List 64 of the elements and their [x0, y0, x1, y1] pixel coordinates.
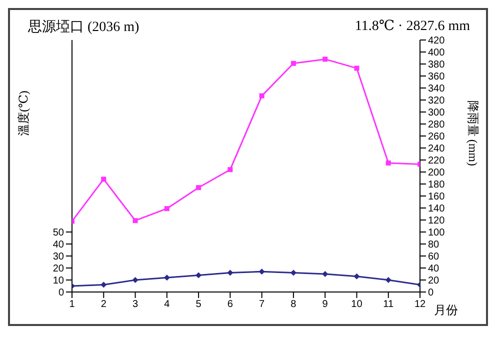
point	[101, 176, 106, 182]
y2-tick-label: 60	[428, 252, 440, 263]
y2-tick-label: 420	[428, 36, 446, 47]
y2-tick-label: 340	[428, 84, 446, 95]
y2-axis-title: 降雨量 (mm)	[466, 100, 480, 166]
x-tick-label: 2	[100, 299, 107, 310]
chart-title: 思源埡口 (2036 m)	[28, 18, 140, 36]
x-tick-label: 1	[69, 299, 76, 310]
x-tick-label: 9	[322, 299, 328, 310]
y2-tick-label: 360	[428, 72, 446, 83]
x-tick-label: 6	[227, 299, 234, 310]
y-tick-label: 10	[52, 276, 64, 287]
y-axis-title: 溫度(℃)	[16, 90, 30, 136]
y-tick-label: 30	[52, 252, 64, 263]
y2-tick-label: 300	[428, 108, 446, 119]
y2-tick-label: 320	[428, 96, 446, 107]
x-tick-label: 4	[164, 299, 170, 310]
x-tick-label: 7	[259, 299, 266, 310]
y-tick-label: 0	[58, 288, 64, 299]
y2-tick-label: 380	[428, 60, 446, 71]
x-tick-label: 12	[414, 299, 426, 310]
y2-tick-label: 280	[428, 120, 446, 131]
point	[196, 185, 202, 190]
y2-tick-label: 40	[428, 264, 440, 275]
x-tick-label: 8	[290, 299, 297, 310]
point	[227, 270, 234, 276]
y2-tick-label: 400	[428, 48, 446, 59]
y-tick-label: 50	[52, 228, 64, 239]
point	[132, 277, 138, 283]
y-tick-label: 40	[52, 240, 64, 251]
point	[386, 160, 391, 166]
y2-tick-label: 260	[428, 132, 446, 143]
y2-tick-label: 220	[428, 156, 446, 167]
point	[385, 277, 392, 283]
point	[290, 270, 296, 276]
y2-tick-label: 100	[428, 228, 446, 239]
y2-tick-label: 200	[428, 168, 446, 179]
point	[354, 273, 360, 280]
point	[259, 93, 264, 98]
point	[164, 206, 170, 212]
point	[100, 282, 107, 288]
point	[132, 218, 138, 224]
point	[164, 274, 170, 281]
y2-tick-label: 140	[428, 204, 446, 215]
y-tick-label: 20	[52, 264, 64, 275]
x-tick-label: 3	[132, 299, 138, 310]
point	[196, 272, 202, 278]
y2-tick-label: 180	[428, 180, 446, 191]
y2-tick-label: 20	[428, 276, 440, 287]
y2-tick-label: 160	[428, 192, 446, 203]
y2-tick-label: 0	[428, 288, 434, 299]
x-tick-label: 10	[351, 299, 363, 310]
x-tick-label: 11	[383, 299, 394, 310]
point	[322, 56, 328, 62]
x-axis-title: 月份	[434, 303, 458, 317]
y2-tick-label: 80	[428, 240, 440, 251]
point	[228, 167, 233, 172]
x-tick-label: 5	[196, 299, 202, 310]
point	[290, 60, 296, 66]
line-series	[72, 268, 420, 289]
point	[354, 66, 360, 71]
y2-tick-label: 240	[428, 144, 446, 155]
chart-subtitle: 11.8℃ · 2827.6 mm	[354, 18, 470, 35]
y2-tick-label: 120	[428, 216, 446, 227]
